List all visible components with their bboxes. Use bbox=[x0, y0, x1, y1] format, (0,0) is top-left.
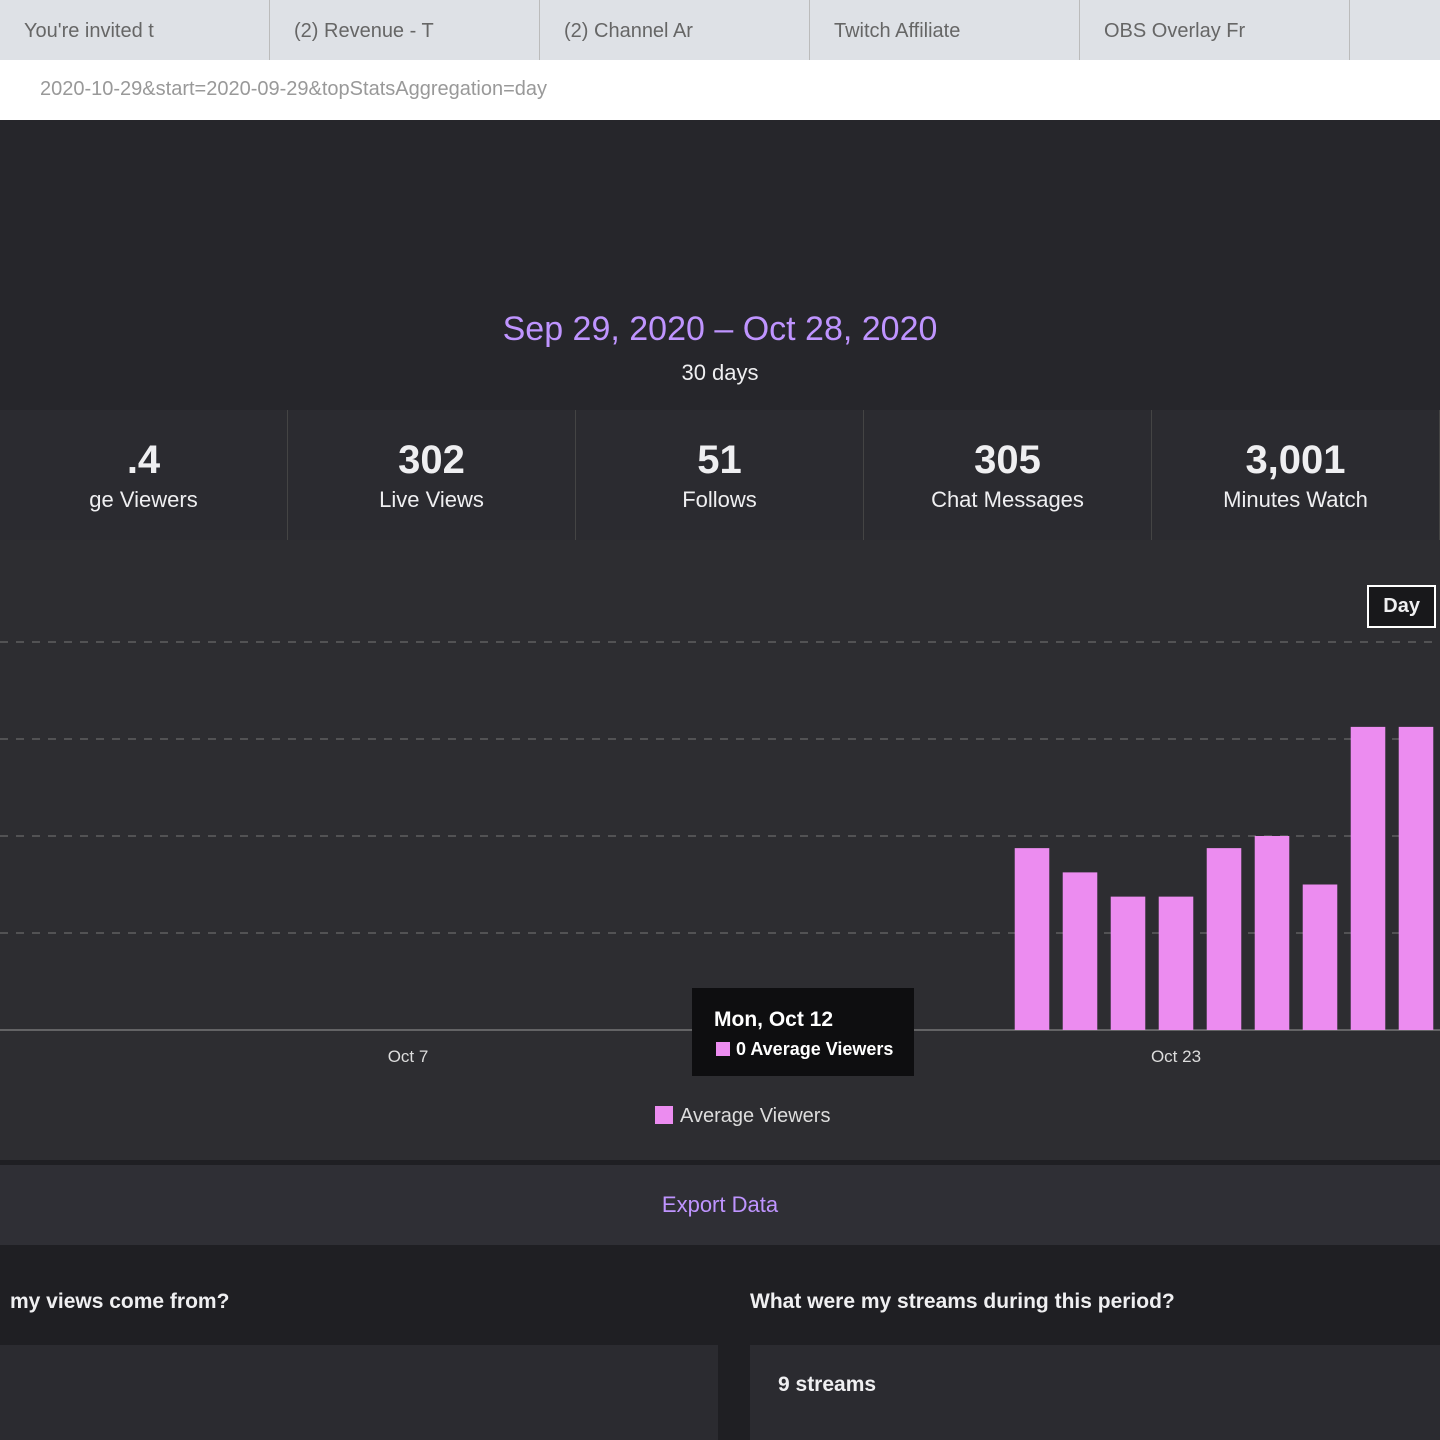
stat-value: 302 bbox=[398, 438, 465, 482]
stat-label: ge Viewers bbox=[89, 487, 198, 512]
stat-tile[interactable]: .4 ge Viewers bbox=[0, 410, 288, 540]
bar bbox=[1398, 726, 1434, 1030]
date-range[interactable]: Sep 29, 2020 – Oct 28, 2020 bbox=[502, 310, 938, 348]
tab[interactable]: Twitch Affiliate bbox=[810, 0, 1080, 60]
bar bbox=[1302, 884, 1338, 1030]
bar bbox=[1350, 726, 1386, 1030]
bar bbox=[1110, 896, 1146, 1030]
stat-value: 51 bbox=[697, 438, 742, 482]
address-bar[interactable]: 2020-10-29&start=2020-09-29&topStatsAggr… bbox=[0, 60, 1440, 120]
stat-label: Chat Messages bbox=[931, 487, 1084, 512]
legend-swatch bbox=[655, 1106, 673, 1124]
tab[interactable]: (2) Channel Ar bbox=[540, 0, 810, 60]
tab[interactable]: (2) Revenue - T bbox=[270, 0, 540, 60]
stat-label: Live Views bbox=[379, 487, 484, 512]
header: Sep 29, 2020 – Oct 28, 2020 30 days bbox=[0, 120, 1440, 410]
tab[interactable]: OBS Overlay Fr bbox=[1080, 0, 1350, 60]
section-title: What were my streams during this period? bbox=[750, 1290, 1175, 1313]
stat-value: 305 bbox=[974, 438, 1041, 482]
section-title: my views come from? bbox=[10, 1290, 230, 1313]
stat-tile[interactable]: 305 Chat Messages bbox=[864, 410, 1152, 540]
bar bbox=[1254, 836, 1290, 1030]
stat-tile[interactable]: 3,001 Minutes Watch bbox=[1152, 410, 1440, 540]
tab[interactable]: You're invited t bbox=[0, 0, 270, 60]
x-tick-label: Oct 23 bbox=[1151, 1047, 1201, 1066]
tooltip-swatch bbox=[716, 1042, 730, 1056]
x-tick-label: Oct 7 bbox=[388, 1047, 429, 1066]
tab-bar: You're invited t (2) Revenue - T (2) Chann… bbox=[0, 0, 1440, 60]
tooltip-text: 0 Average Viewers bbox=[736, 1039, 893, 1059]
tooltip-title: Mon, Oct 12 bbox=[714, 1008, 833, 1031]
stat-tile[interactable]: 302 Live Views bbox=[288, 410, 576, 540]
export-button[interactable]: Export Data bbox=[0, 1165, 1440, 1245]
tooltip-box bbox=[692, 988, 914, 1076]
stat-tile[interactable]: 51 Follows bbox=[576, 410, 864, 540]
card bbox=[0, 1345, 718, 1440]
duration: 30 days bbox=[681, 360, 759, 385]
tooltip: Mon, Oct 12 0 Average Viewers bbox=[692, 988, 914, 1076]
legend-label: Average Viewers bbox=[680, 1105, 830, 1127]
stat-value: .4 bbox=[126, 438, 161, 482]
bar bbox=[1062, 872, 1098, 1030]
day-button[interactable]: Day bbox=[1367, 585, 1436, 628]
stat-label: Minutes Watch bbox=[1223, 487, 1368, 512]
grid bbox=[0, 641, 1440, 934]
stat-value: 3,001 bbox=[1245, 438, 1346, 482]
chart: Oct 7 Oct 23 Average Viewers Mon, Oct 12 0 A… bbox=[0, 540, 1440, 1160]
bar bbox=[1014, 848, 1050, 1030]
stats-bar: .4 ge Viewers 302 Live Views 51 Follows 305 Cha… bbox=[0, 410, 1440, 540]
bar bbox=[1206, 848, 1242, 1030]
bar bbox=[1158, 896, 1194, 1030]
stat-label: Follows bbox=[682, 487, 757, 512]
streams-card[interactable]: 9 streams bbox=[750, 1345, 1440, 1440]
